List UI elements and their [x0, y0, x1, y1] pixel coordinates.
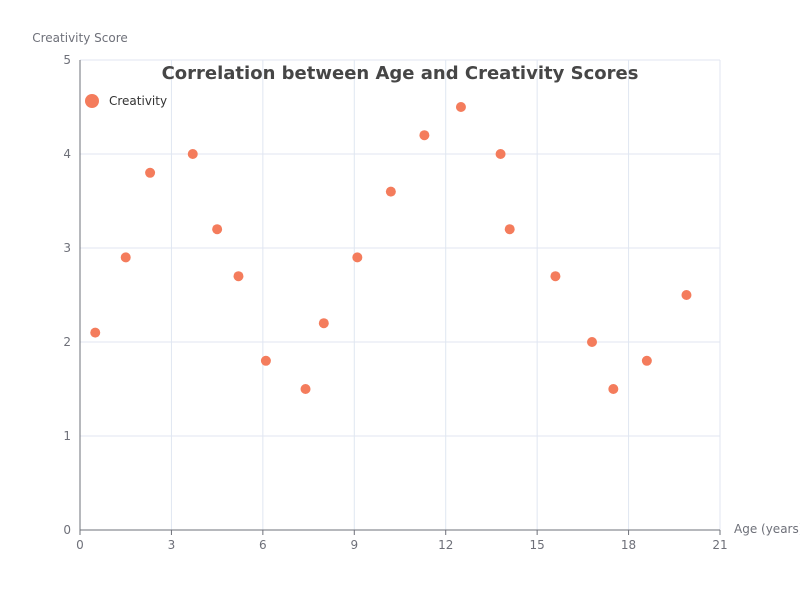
data-point[interactable]	[681, 290, 692, 300]
data-point[interactable]	[187, 149, 198, 159]
legend-marker	[85, 94, 99, 108]
y-axis-label: Creativity Score	[32, 31, 128, 45]
x-tick-label: 12	[438, 538, 453, 552]
data-point[interactable]	[587, 337, 597, 347]
y-tick-label: 5	[63, 53, 71, 67]
legend[interactable]: Creativity	[85, 94, 167, 108]
data-point[interactable]	[550, 271, 561, 282]
data-point[interactable]	[504, 224, 515, 235]
x-tick-label: 15	[530, 538, 545, 552]
legend-label: Creativity	[109, 94, 167, 108]
data-point[interactable]	[260, 355, 271, 366]
data-point[interactable]	[318, 318, 329, 329]
data-points	[90, 102, 692, 394]
data-point[interactable]	[300, 384, 311, 394]
y-tick-label: 0	[63, 523, 71, 537]
data-point[interactable]	[212, 224, 223, 235]
x-tick-label: 0	[76, 538, 84, 552]
data-point[interactable]	[419, 130, 430, 141]
chart-title: Correlation between Age and Creativity S…	[162, 63, 639, 84]
x-tick-label: 21	[712, 538, 727, 552]
data-point[interactable]	[145, 167, 156, 178]
y-tick-label: 4	[63, 147, 71, 161]
x-axis-label: Age (years)	[734, 522, 800, 536]
data-point[interactable]	[385, 186, 396, 197]
data-point[interactable]	[120, 252, 131, 263]
data-point[interactable]	[352, 252, 363, 263]
data-point[interactable]	[455, 102, 466, 112]
grid-lines	[80, 59, 721, 530]
data-point[interactable]	[641, 355, 652, 366]
data-point[interactable]	[495, 149, 506, 159]
data-point[interactable]	[608, 384, 619, 394]
x-tick-label: 18	[621, 538, 636, 552]
y-tick-label: 1	[63, 429, 71, 443]
data-point[interactable]	[233, 271, 244, 282]
x-tick-label: 3	[168, 538, 176, 552]
data-point[interactable]	[90, 327, 101, 338]
y-tick-label: 3	[63, 241, 71, 255]
x-tick-label: 6	[259, 538, 267, 552]
x-tick-label: 9	[350, 538, 358, 552]
y-tick-label: 2	[63, 335, 71, 349]
